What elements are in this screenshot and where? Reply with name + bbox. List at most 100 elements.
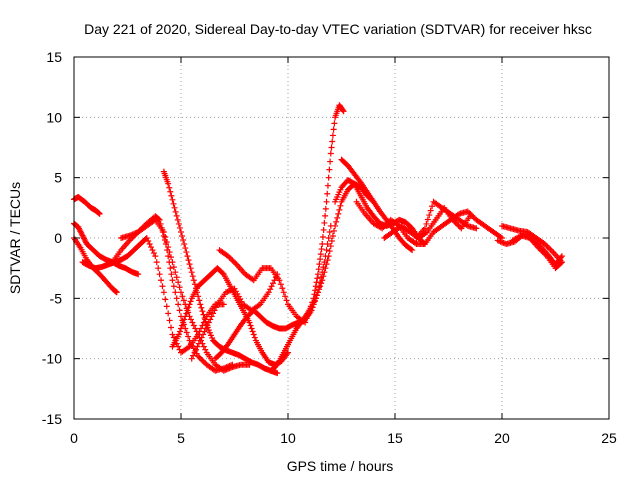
data-point-marker [322, 265, 329, 272]
data-point-marker [162, 233, 169, 240]
data-point-marker [153, 259, 160, 266]
data-point-marker [201, 315, 208, 322]
data-point-marker [314, 275, 321, 282]
data-point-marker [424, 216, 431, 223]
data-point-marker [319, 241, 326, 248]
data-point-marker [113, 288, 120, 295]
data-point-marker [198, 304, 205, 311]
x-tick-label: 0 [70, 430, 78, 446]
data-point-marker [176, 307, 183, 314]
y-axis-label: SDTVAR / TECUs [7, 182, 23, 294]
data-point-marker [191, 349, 198, 356]
data-point-marker [172, 208, 179, 215]
y-tick-label: -5 [50, 290, 63, 306]
data-point-marker [327, 150, 334, 157]
data-point-marker [327, 243, 334, 250]
data-point-marker [181, 316, 188, 323]
data-point-marker [95, 210, 102, 217]
data-point-marker [317, 283, 324, 290]
data-point-marker [190, 352, 197, 359]
data-point-marker [267, 286, 274, 293]
series-track-20 [509, 232, 565, 272]
data-point-marker [408, 246, 415, 253]
y-tick-label: 15 [46, 49, 62, 65]
data-point-marker [329, 138, 336, 145]
x-tick-label: 20 [494, 430, 510, 446]
data-point-marker [149, 247, 156, 254]
data-point-marker [96, 210, 103, 217]
data-point-marker [249, 328, 256, 335]
data-point-marker [148, 244, 155, 251]
data-point-marker [544, 243, 551, 250]
data-point-marker [187, 265, 194, 272]
data-point-marker [171, 204, 178, 211]
data-point-marker [175, 331, 182, 338]
data-point-marker [180, 237, 187, 244]
data-point-marker [178, 228, 184, 235]
data-point-marker [202, 318, 209, 325]
data-point-marker [169, 259, 176, 266]
data-point-marker [318, 280, 325, 287]
data-point-marker [219, 270, 226, 277]
data-point-marker [181, 241, 188, 248]
data-point-marker [168, 192, 175, 199]
data-point-marker [325, 253, 332, 260]
data-point-marker [265, 289, 272, 296]
data-point-marker [251, 334, 258, 341]
data-point-marker [167, 188, 174, 195]
data-point-marker [183, 310, 190, 317]
data-point-marker [191, 281, 198, 288]
data-point-marker [173, 212, 180, 219]
data-point-marker [220, 301, 227, 308]
y-tick-label: 5 [54, 170, 62, 186]
data-point-marker [197, 337, 204, 344]
data-point-marker [199, 308, 206, 315]
data-point-marker [202, 346, 209, 353]
data-point-marker [200, 343, 207, 350]
data-point-marker [282, 293, 289, 300]
data-point-marker [273, 362, 280, 369]
data-point-marker [426, 212, 433, 219]
data-point-marker [160, 289, 167, 296]
data-point-marker [336, 206, 343, 213]
data-point-marker [212, 304, 219, 311]
data-point-marker [166, 249, 173, 256]
data-point-marker [409, 247, 416, 254]
data-point-marker [168, 271, 175, 278]
data-point-marker [316, 286, 323, 293]
data-point-marker [211, 307, 218, 314]
data-point-marker [558, 253, 565, 260]
x-tick-label: 15 [387, 430, 403, 446]
data-point-marker [190, 277, 197, 284]
y-tick-label: -10 [42, 351, 62, 367]
data-point-marker [339, 107, 346, 114]
data-point-marker [206, 329, 213, 336]
data-point-marker [314, 289, 321, 296]
data-point-marker [169, 277, 176, 284]
data-point-marker [168, 254, 175, 261]
data-point-marker [155, 265, 162, 272]
data-point-marker [319, 277, 326, 284]
data-point-marker [246, 319, 253, 326]
data-point-marker [196, 354, 203, 361]
data-point-marker [159, 283, 166, 290]
data-point-marker [327, 158, 334, 165]
data-point-marker [165, 180, 172, 187]
data-point-marker [186, 301, 193, 308]
data-point-marker [185, 304, 192, 311]
data-point-marker [316, 261, 323, 268]
data-point-marker [179, 293, 186, 300]
data-point-marker [209, 334, 216, 341]
data-point-marker [166, 184, 173, 191]
data-point-marker [175, 343, 182, 350]
data-point-marker [270, 280, 277, 287]
data-point-marker [466, 213, 473, 220]
data-point-marker [165, 253, 172, 260]
data-point-marker [175, 220, 182, 227]
y-tick-label: -15 [42, 411, 62, 427]
data-point-marker [548, 248, 555, 255]
data-point-marker [283, 297, 290, 304]
data-point-marker [187, 316, 194, 323]
data-point-marker [182, 313, 189, 320]
